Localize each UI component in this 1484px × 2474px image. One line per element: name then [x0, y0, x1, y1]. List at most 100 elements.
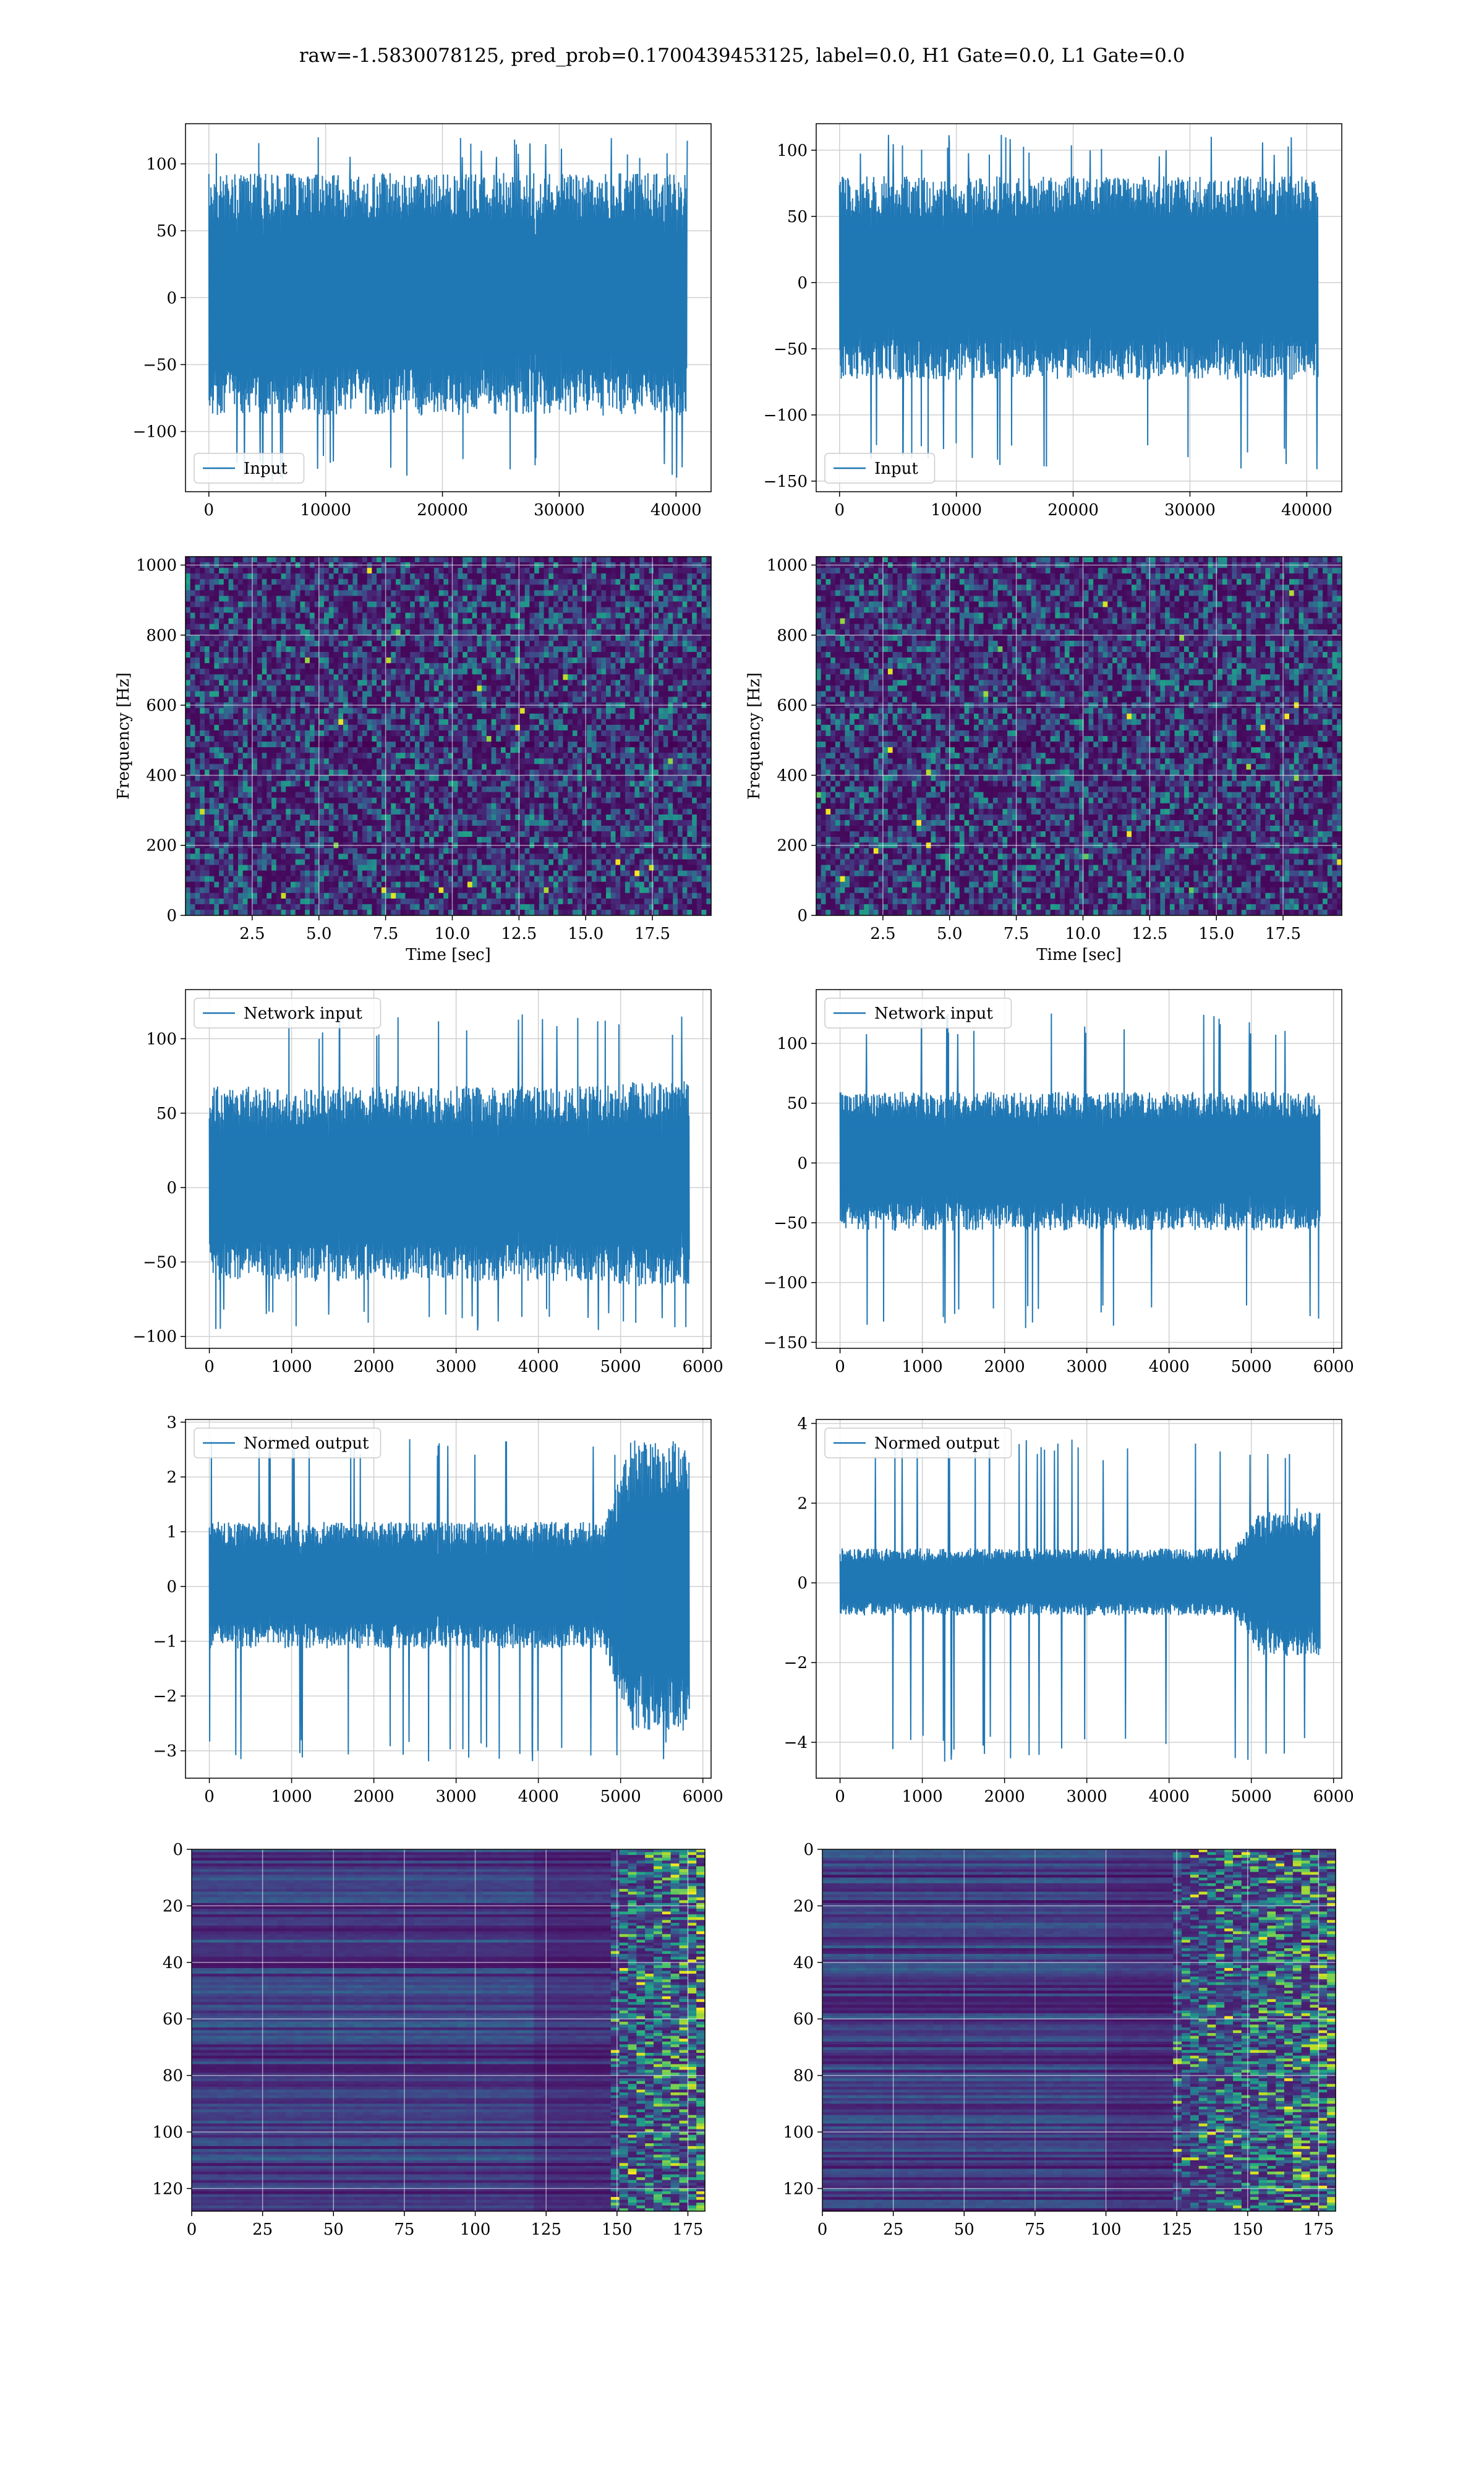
panel-row2-left-cell: [644, 714, 649, 720]
panel-row2-left-cell: [252, 708, 257, 714]
panel-row2-left-cell: [529, 769, 534, 776]
panel-row2-left-cell: [443, 736, 448, 742]
panel-row2-left-cell: [205, 596, 210, 602]
panel-row2-left-cell: [687, 669, 692, 675]
panel-row2-left-cell: [592, 568, 597, 574]
panel-row2-left-cell: [487, 613, 492, 619]
panel-row2-left-cell: [329, 714, 334, 720]
panel-row2-left-cell: [229, 630, 234, 636]
panel-row2-left-cell: [692, 792, 697, 798]
panel-row2-left-cell: [205, 579, 210, 585]
panel-row2-left-cell: [348, 691, 353, 698]
panel-row2-left-cell: [224, 618, 229, 625]
panel-row2-left-cell: [405, 775, 410, 781]
panel-row2-left-cell: [238, 669, 243, 675]
panel-row2-left-cell: [271, 680, 276, 686]
panel-row2-left-cell: [482, 781, 487, 787]
panel-row2-left-cell: [367, 708, 372, 714]
panel-row2-left-cell: [501, 590, 506, 596]
panel-row2-left-cell: [443, 769, 448, 776]
panel-row2-left-cell: [434, 719, 439, 726]
panel-row2-left-cell: [597, 602, 602, 608]
panel-row2-left-cell: [238, 787, 243, 793]
panel-row2-left-cell: [615, 714, 620, 720]
panel-row2-left-cell: [243, 657, 248, 664]
panel-row2-left-cell: [611, 708, 616, 714]
panel-row2-left-cell: [252, 618, 257, 625]
panel-row2-left-cell: [601, 657, 606, 664]
panel-row2-left-cell: [668, 730, 673, 737]
panel-row2-left-cell: [319, 579, 324, 585]
panel-row2-left-cell: [300, 657, 305, 664]
panel-row2-left-cell: [563, 641, 568, 647]
panel-row2-left-cell: [271, 674, 276, 680]
panel-row2-left-cell: [644, 584, 649, 591]
panel-row2-left-cell: [195, 725, 200, 731]
panel-row2-left-cell: [396, 803, 401, 810]
panel-row2-left-cell: [205, 573, 210, 580]
panel-row2-left-cell: [606, 646, 611, 653]
panel-row2-left-cell: [458, 680, 463, 686]
panel-row2-left-cell: [377, 630, 382, 636]
panel-row2-left-cell: [529, 680, 534, 686]
panel-row2-left-cell: [592, 596, 597, 602]
panel-row2-left-cell: [582, 714, 587, 720]
panel-row2-left-cell: [391, 641, 396, 647]
panel-row2-left-cell: [410, 573, 415, 580]
panel-row2-left-cell: [296, 646, 301, 653]
panel-row2-left-cell: [352, 635, 357, 641]
panel-row2-left-cell: [702, 691, 707, 698]
panel-row2-left-cell: [558, 725, 563, 731]
panel-row2-left-cell: [257, 635, 262, 641]
panel-row2-left-cell: [548, 775, 553, 781]
panel-row2-left-cell: [257, 641, 262, 647]
panel-row2-left-cell: [582, 669, 587, 675]
panel-row2-left-cell: [372, 680, 377, 686]
panel-row2-left-cell: [625, 635, 630, 641]
panel-row2-left-cell: [597, 781, 602, 787]
panel-row2-left-cell: [401, 641, 406, 647]
panel-row2-left-cell: [334, 674, 339, 680]
panel-row2-left-cell: [243, 747, 248, 753]
panel-row2-left-cell: [190, 714, 195, 720]
panel-row2-left-cell: [443, 652, 448, 658]
panel-row2-left-cell: [515, 747, 520, 753]
panel-row2-left-cell: [563, 742, 568, 748]
panel-row2-left-cell: [391, 635, 396, 641]
panel-row2-left-cell: [300, 568, 305, 574]
panel-row2-left-cell: [649, 613, 654, 619]
panel-row2-left-cell: [573, 573, 578, 580]
panel-row2-left-cell: [597, 742, 602, 748]
panel-row2-left-cell: [362, 758, 367, 764]
panel-row2-left-cell: [334, 803, 339, 810]
panel-row2-left-cell: [233, 803, 238, 810]
panel-row2-left-cell: [195, 685, 200, 691]
panel-row2-left-cell: [539, 685, 544, 691]
panel-row2-left-cell: [668, 669, 673, 675]
panel-row2-left-cell: [281, 613, 286, 619]
panel-row2-left-cell: [229, 669, 234, 675]
panel-row2-left-cell: [520, 579, 525, 585]
panel-row2-left-cell: [186, 730, 190, 737]
panel-row2-left-cell: [200, 663, 205, 669]
panel-row2-left-cell: [611, 557, 616, 563]
panel-row2-left-cell: [573, 764, 578, 770]
panel-row2-left-cell: [338, 680, 343, 686]
panel-row2-left-cell: [352, 669, 357, 675]
panel-row2-left-cell: [515, 573, 520, 580]
panel-row2-left-cell: [319, 607, 324, 614]
panel-row2-left-cell: [271, 697, 276, 703]
panel-row2-left-cell: [377, 624, 382, 630]
panel-row2-left-cell: [186, 624, 190, 630]
panel-row2-left-cell: [548, 764, 553, 770]
panel-row2-left-cell: [453, 685, 458, 691]
panel-row2-left-cell: [501, 685, 506, 691]
panel-row2-left-cell: [673, 579, 678, 585]
panel-row2-left-cell: [343, 691, 348, 698]
panel-row2-left-cell: [252, 557, 257, 563]
panel-row2-left-cell: [601, 624, 606, 630]
panel-row2-left-cell: [534, 792, 539, 798]
panel-row2-left-cell: [472, 646, 477, 653]
panel-row2-left-cell: [310, 803, 315, 810]
panel-row2-left-cell: [463, 742, 467, 748]
